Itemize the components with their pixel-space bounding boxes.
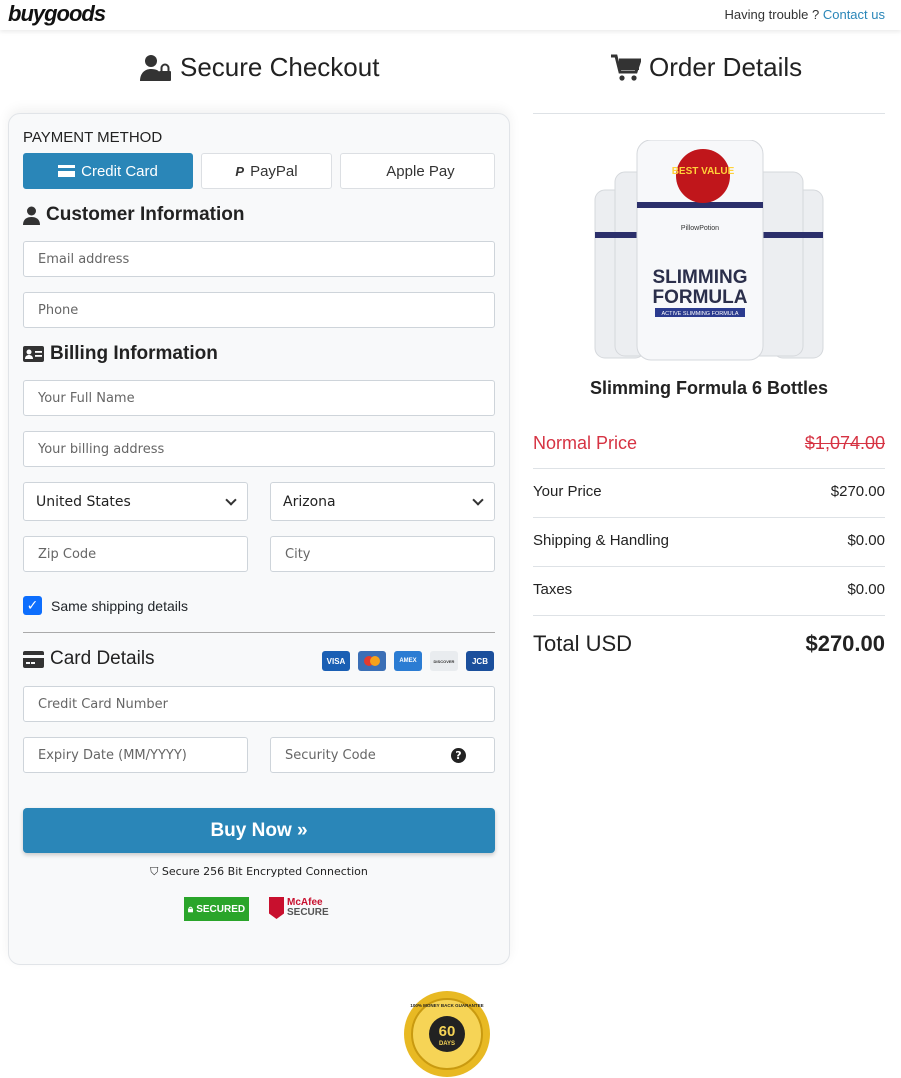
mastercard-icon xyxy=(358,651,386,671)
divider xyxy=(533,517,885,518)
billing-info-title: Billing Information xyxy=(50,343,218,364)
question-circle-icon[interactable]: ? xyxy=(451,747,466,763)
order-title: Order Details xyxy=(649,52,803,82)
your-price-row: Your Price $270.00 xyxy=(533,483,885,500)
brand-text: PillowPotion xyxy=(681,225,719,232)
country-value: United States xyxy=(36,493,131,510)
product-line1: SLIMMING xyxy=(653,267,748,288)
row-label: Your Price xyxy=(533,483,602,500)
guarantee-ring-text: 100% MONEY BACK GUARANTEE xyxy=(410,1003,483,1008)
total-label: Total USD xyxy=(533,631,633,656)
credit-card-icon xyxy=(23,650,44,668)
credit-card-tab[interactable]: Credit Card xyxy=(23,153,193,189)
email-input[interactable]: Email address xyxy=(23,241,495,277)
card-details-title: Card Details xyxy=(50,648,155,669)
user-lock-icon xyxy=(140,54,171,81)
page-title: Secure Checkout xyxy=(180,52,380,82)
total-row: Total USD $270.00 xyxy=(533,631,885,657)
discover-icon: DISCOVER xyxy=(430,651,458,671)
card-brand-logos: VISA AMEX DISCOVER JCB xyxy=(322,651,494,671)
user-icon xyxy=(23,206,40,225)
card-number-input[interactable]: Credit Card Number xyxy=(23,686,495,722)
paypal-tab[interactable]: P PayPal xyxy=(201,153,332,189)
same-shipping-checkbox[interactable]: ✓ xyxy=(23,596,42,615)
chevron-down-icon xyxy=(472,493,484,506)
product-name: Slimming Formula 6 Bottles xyxy=(589,378,829,398)
contact-us-link[interactable]: Contact us xyxy=(822,7,885,22)
secure-connection-text: ⛉ Secure 256 Bit Encrypted Connection xyxy=(23,865,495,879)
divider xyxy=(533,113,885,114)
divider xyxy=(533,566,885,567)
shield-icon: ⛉ xyxy=(150,865,159,878)
product-image: BEST VALUE PillowPotion SLIMMING FORMULA… xyxy=(594,140,824,361)
lock-icon: 🔒︎ xyxy=(187,903,194,915)
paypal-label: PayPal xyxy=(250,162,298,180)
days-number: 60 xyxy=(439,1023,456,1040)
credit-card-label: Credit Card xyxy=(81,162,158,180)
customer-info-heading: Customer Information xyxy=(23,204,244,226)
customer-info-title: Customer Information xyxy=(46,204,245,225)
id-card-icon xyxy=(23,346,44,362)
billing-address-input[interactable]: Your billing address xyxy=(23,431,495,467)
row-value: $270.00 xyxy=(830,483,885,500)
normal-price-row: Normal Price $1,074.00 xyxy=(533,430,885,456)
credit-card-icon xyxy=(58,165,76,177)
jcb-icon: JCB xyxy=(466,651,494,671)
top-header: buygoods Having trouble ? Contact us xyxy=(0,0,901,30)
chevron-down-icon xyxy=(225,493,237,506)
shipping-row: Shipping & Handling $0.00 xyxy=(533,532,885,549)
city-input[interactable]: City xyxy=(270,536,495,572)
mcafee-bottom: SECURE xyxy=(287,907,329,918)
row-value: $0.00 xyxy=(847,581,885,598)
trust-guard-label: SECURED xyxy=(196,903,246,915)
mcafee-badge: McAfee SECURE xyxy=(269,897,329,919)
row-label: Taxes xyxy=(533,581,573,598)
billing-info-heading: Billing Information xyxy=(23,343,218,365)
trust-guard-badge: 🔒︎ SECURED xyxy=(184,897,249,921)
cart-icon xyxy=(611,54,641,81)
total-value: $270.00 xyxy=(805,631,885,656)
buygoods-logo[interactable]: buygoods xyxy=(8,1,106,26)
row-value: $1,074.00 xyxy=(804,432,885,453)
days-unit: DAYS xyxy=(439,1041,455,1047)
row-label: Shipping & Handling xyxy=(533,532,669,549)
mcafee-top: McAfee xyxy=(287,897,323,908)
same-shipping-row[interactable]: ✓ Same shipping details xyxy=(23,596,188,615)
same-shipping-label: Same shipping details xyxy=(51,597,188,614)
security-code-input[interactable]: Security Code? xyxy=(270,737,495,773)
apple-pay-label: Apple Pay xyxy=(386,162,455,180)
product-line2: FORMULA xyxy=(653,287,748,308)
apple-pay-tab[interactable]: Apple Pay xyxy=(340,153,495,189)
row-value: $0.00 xyxy=(847,532,885,549)
money-back-guarantee-seal: 60 DAYS 100% MONEY BACK GUARANTEE xyxy=(404,991,490,1077)
state-value: Arizona xyxy=(283,493,336,510)
paypal-icon: P xyxy=(235,163,245,179)
card-details-heading: Card Details xyxy=(23,648,155,670)
divider xyxy=(533,468,885,469)
visa-icon: VISA xyxy=(322,651,350,671)
buy-now-button[interactable]: Buy Now » xyxy=(23,808,495,853)
divider xyxy=(533,615,885,616)
phone-input[interactable]: Phone xyxy=(23,292,495,328)
zip-input[interactable]: Zip Code xyxy=(23,536,248,572)
amex-icon: AMEX xyxy=(394,651,422,671)
state-select[interactable]: Arizona xyxy=(270,482,495,521)
security-code-placeholder: Security Code xyxy=(285,747,376,763)
best-value-badge: BEST VALUE xyxy=(672,166,735,177)
product-sub: ACTIVE SLIMMING FORMULA xyxy=(661,311,738,317)
expiry-input[interactable]: Expiry Date (MM/YYYY) xyxy=(23,737,248,773)
full-name-input[interactable]: Your Full Name xyxy=(23,380,495,416)
row-label: Normal Price xyxy=(533,432,638,453)
help-label: Having trouble ? xyxy=(724,7,820,22)
order-details-heading: Order Details xyxy=(611,52,802,83)
taxes-row: Taxes $0.00 xyxy=(533,581,885,598)
secure-connection-label: Secure 256 Bit Encrypted Connection xyxy=(161,865,368,878)
payment-method-label: PAYMENT METHOD xyxy=(23,129,163,146)
divider xyxy=(23,632,495,633)
mcafee-shield-icon xyxy=(269,897,284,919)
secure-checkout-heading: Secure Checkout xyxy=(140,52,379,83)
country-select[interactable]: United States xyxy=(23,482,248,521)
help-text: Having trouble ? Contact us xyxy=(725,7,885,22)
